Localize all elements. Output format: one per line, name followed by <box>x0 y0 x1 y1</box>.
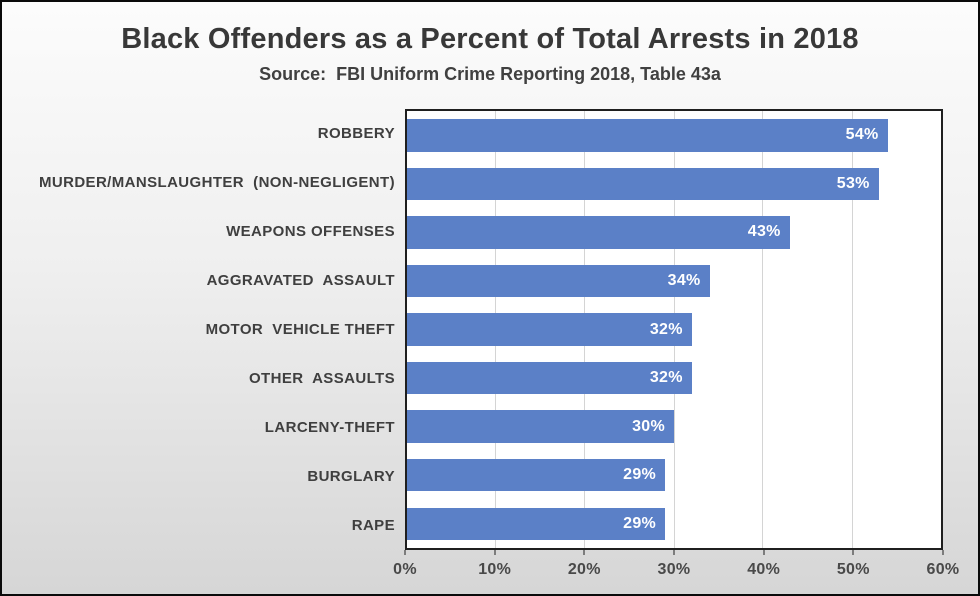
category-label: MOTOR VEHICLE THEFT <box>205 321 395 338</box>
category-label: AGGRAVATED ASSAULT <box>206 272 395 289</box>
bar-value-label: 54% <box>845 126 879 144</box>
x-tick-label: 20% <box>567 561 601 578</box>
x-tick-mark <box>494 550 496 555</box>
x-tick-label: 40% <box>747 561 781 578</box>
bar-value-label: 30% <box>632 417 665 435</box>
bar-row: 29% <box>407 500 941 549</box>
bar-value-label: 32% <box>649 320 683 338</box>
category-label: WEAPONS OFFENSES <box>226 223 395 240</box>
x-tick-mark <box>673 550 675 555</box>
bar-value-label: 34% <box>667 271 701 289</box>
bar: 53% <box>407 167 879 201</box>
bar-chart: ROBBERY MURDER/MANSLAUGHTER (NON-NEGLIGEN… <box>14 109 959 592</box>
plot-area: 54% 53% 43% 34% 32% 32% 30% 29% 29% <box>405 109 943 550</box>
category-label: BURGLARY <box>307 468 395 485</box>
x-tick-mark <box>942 550 944 555</box>
category-label: RAPE <box>351 517 395 534</box>
category-labels: ROBBERY MURDER/MANSLAUGHTER (NON-NEGLIGEN… <box>14 109 405 550</box>
bar: 29% <box>407 458 666 492</box>
bar-series: 54% 53% 43% 34% 32% 32% 30% 29% 29% <box>407 111 941 548</box>
bar-row: 34% <box>407 257 941 306</box>
category-label: ROBBERY <box>317 125 395 142</box>
gridline <box>762 111 764 548</box>
bar: 43% <box>407 216 790 249</box>
bar: 30% <box>407 410 674 443</box>
gridline <box>851 111 853 548</box>
bar-value-label: 53% <box>836 174 870 192</box>
bar-row: 29% <box>407 451 941 500</box>
x-tick-mark <box>404 550 406 555</box>
bar-row: 32% <box>407 354 941 403</box>
x-tick-mark <box>852 550 854 555</box>
bar-row: 54% <box>407 111 941 160</box>
bar: 34% <box>407 264 710 298</box>
x-tick-label: 10% <box>478 561 512 578</box>
bar: 32% <box>407 313 692 346</box>
bar-row: 53% <box>407 160 941 209</box>
x-tick-label: 60% <box>926 561 960 578</box>
bar: 54% <box>407 119 888 152</box>
bar-row: 30% <box>407 402 941 451</box>
category-label: OTHER ASSAULTS <box>248 370 395 387</box>
x-tick-mark <box>583 550 585 555</box>
category-label: LARCENY-THEFT <box>264 419 395 436</box>
bar: 32% <box>407 361 692 395</box>
x-tick-mark <box>763 550 765 555</box>
bar-row: 43% <box>407 208 941 257</box>
bar-value-label: 32% <box>649 369 683 387</box>
chart-subtitle: Source: FBI Uniform Crime Reporting 2018… <box>259 64 721 84</box>
bar-value-label: 29% <box>623 514 657 532</box>
bar: 29% <box>407 507 666 541</box>
bar-value-label: 29% <box>623 466 657 484</box>
x-tick-label: 0% <box>393 561 417 578</box>
bar-row: 32% <box>407 305 941 354</box>
x-axis: 0% 10% 20% 30% 40% 50% 60% <box>393 550 959 592</box>
chart-title: Black Offenders as a Percent of Total Ar… <box>121 23 859 55</box>
x-tick-label: 30% <box>657 561 691 578</box>
category-label: MURDER/MANSLAUGHTER (NON-NEGLIGENT) <box>38 174 395 191</box>
bar-value-label: 43% <box>747 223 781 241</box>
x-tick-label: 50% <box>836 561 870 578</box>
